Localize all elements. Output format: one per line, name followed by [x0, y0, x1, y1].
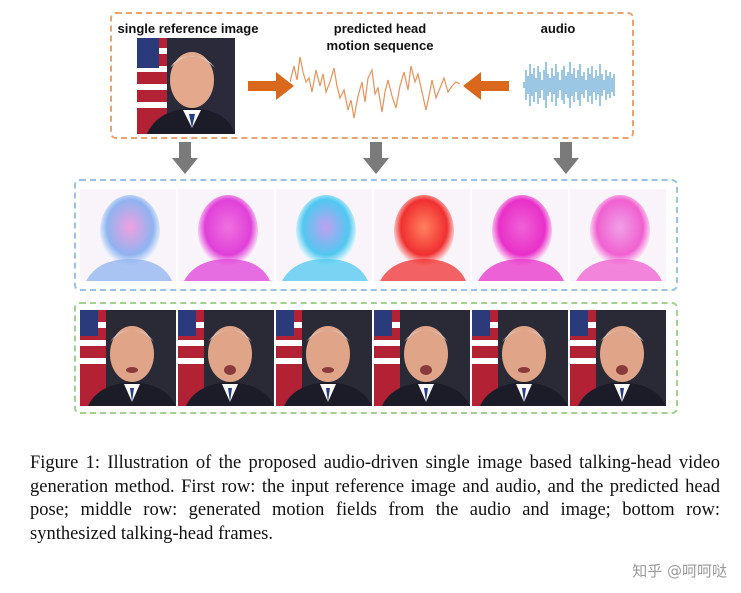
- synthesized-frame: [276, 310, 372, 406]
- watermark: 知乎 @呵呵哒: [632, 562, 727, 580]
- motion-field-tile: [276, 189, 372, 281]
- motion-field: [472, 189, 568, 281]
- motion-field-tile: [472, 189, 568, 281]
- synthesized-frame: [178, 310, 274, 406]
- motion-field: [80, 189, 176, 281]
- motion-field-tile: [178, 189, 274, 281]
- motion-field-tile: [80, 189, 176, 281]
- motion-field: [276, 189, 372, 281]
- frame-image: [178, 310, 274, 406]
- arrow-down-icon: [363, 142, 389, 174]
- reference-portrait: [137, 38, 235, 134]
- arrow-left-icon: [463, 72, 509, 100]
- frame-image: [374, 310, 470, 406]
- motion-field: [178, 189, 274, 281]
- synthesized-frame: [570, 310, 666, 406]
- synthesized-frame: [374, 310, 470, 406]
- frame-image: [570, 310, 666, 406]
- frame-image: [472, 310, 568, 406]
- motion-field-tile: [570, 189, 666, 281]
- motion-field-tile: [374, 189, 470, 281]
- motion-fields-box: [74, 179, 678, 291]
- arrow-right-icon: [248, 72, 294, 100]
- frame-image: [276, 310, 372, 406]
- frame-image: [80, 310, 176, 406]
- head-motion-curve: [290, 56, 460, 119]
- motion-field: [570, 189, 666, 281]
- frames-box: [74, 302, 678, 414]
- input-row-box: [110, 12, 634, 139]
- figure-caption: Figure 1: Illustration of the proposed a…: [30, 453, 720, 544]
- arrow-down-icon: [172, 142, 198, 174]
- synthesized-frame: [472, 310, 568, 406]
- audio-waveform: [523, 62, 615, 108]
- reference-image-label: single reference image: [117, 21, 259, 36]
- audio-label: audio: [540, 21, 576, 36]
- motion-sequence-label: predicted head motion sequence: [326, 21, 434, 53]
- arrow-down-icon: [553, 142, 579, 174]
- motion-field: [374, 189, 470, 281]
- synthesized-frame: [80, 310, 176, 406]
